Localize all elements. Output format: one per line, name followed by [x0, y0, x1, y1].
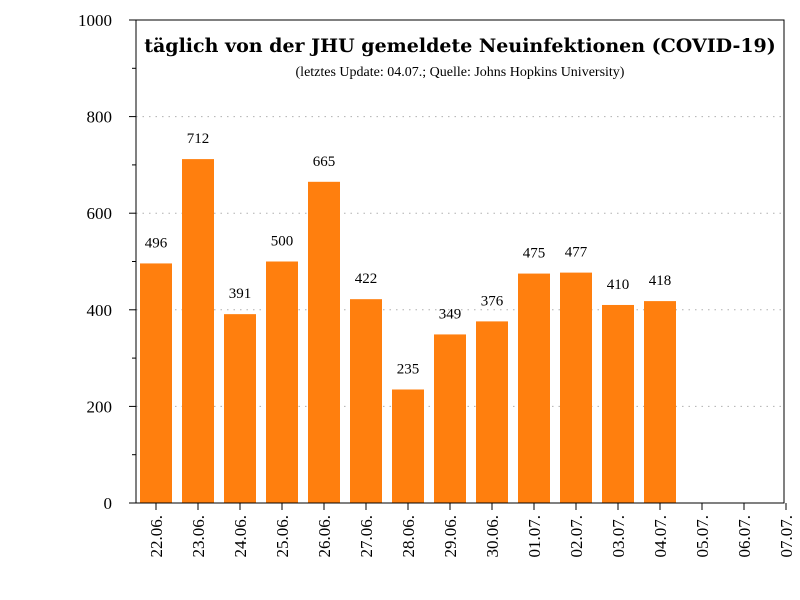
bar	[476, 321, 508, 503]
x-tick-label: 27.06.	[357, 515, 376, 558]
bar-value-label: 235	[397, 361, 420, 377]
y-tick-label: 200	[87, 397, 113, 416]
x-tick-label: 06.07.	[735, 515, 754, 558]
x-tick-label: 24.06.	[231, 515, 250, 558]
bar-value-label: 418	[649, 273, 672, 289]
bar	[644, 301, 676, 503]
bar	[602, 304, 634, 503]
value-labels: 496 712 391 500 665 422 235 349 376 475 477 410 418	[145, 131, 672, 377]
bar	[560, 272, 592, 503]
x-axis: 22.06. 23.06. 24.06. 25.06. 26.06. 27.06. 28.0…	[147, 503, 796, 558]
bar	[518, 273, 550, 503]
bar	[266, 261, 298, 503]
bar-value-label: 665	[313, 154, 336, 170]
bar-value-label: 712	[187, 131, 210, 147]
bar	[350, 299, 382, 503]
y-tick-label: 800	[87, 108, 113, 127]
bar-value-label: 475	[523, 246, 546, 262]
bar	[392, 389, 424, 503]
bar	[182, 159, 214, 503]
bar-value-label: 410	[607, 277, 630, 293]
bar	[308, 181, 340, 503]
x-tick-label: 05.07.	[693, 515, 712, 558]
x-tick-label: 07.07.	[777, 515, 796, 558]
x-tick-label: 28.06.	[399, 515, 418, 558]
y-tick-label: 1000	[78, 11, 112, 30]
x-tick-label: 29.06.	[441, 515, 460, 558]
x-tick-label: 04.07.	[651, 515, 670, 558]
chart-subtitle: (letztes Update: 04.07.; Quelle: Johns H…	[296, 65, 625, 80]
bar-value-label: 391	[229, 286, 252, 302]
x-tick-label: 22.06.	[147, 515, 166, 558]
chart-title: täglich von der JHU gemeldete Neuinfekti…	[144, 35, 776, 57]
y-axis: 0 200 400 600 800 1000	[78, 11, 136, 513]
y-tick-label: 0	[104, 494, 113, 513]
bar-value-label: 500	[271, 234, 294, 250]
bar	[140, 263, 172, 503]
bar	[434, 334, 466, 503]
x-tick-label: 23.06.	[189, 515, 208, 558]
x-tick-label: 26.06.	[315, 515, 334, 558]
bar	[224, 314, 256, 503]
bar-value-label: 422	[355, 271, 378, 287]
bar-value-label: 376	[481, 293, 504, 309]
bar-value-label: 477	[565, 245, 588, 261]
y-tick-label: 400	[87, 301, 113, 320]
x-tick-label: 03.07.	[609, 515, 628, 558]
x-tick-label: 01.07.	[525, 515, 544, 558]
bar-value-label: 496	[145, 235, 168, 251]
x-tick-label: 02.07.	[567, 515, 586, 558]
y-tick-label: 600	[87, 204, 113, 223]
bars	[140, 159, 676, 503]
bar-value-label: 349	[439, 306, 462, 322]
x-tick-label: 30.06.	[483, 515, 502, 558]
x-tick-label: 25.06.	[273, 515, 292, 558]
